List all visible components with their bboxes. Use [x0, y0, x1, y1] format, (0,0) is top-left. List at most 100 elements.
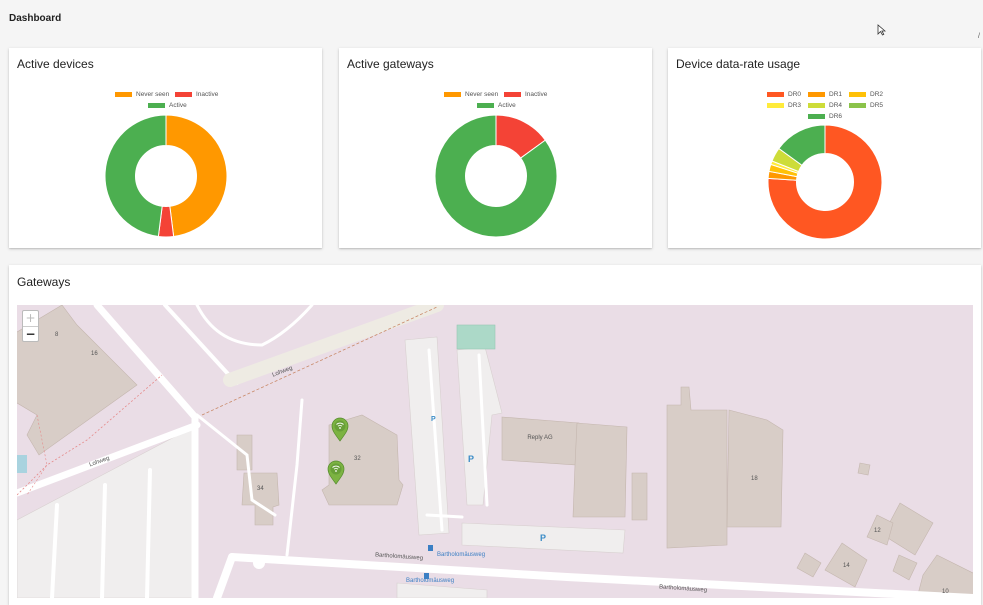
- legend-item-dr4[interactable]: DR4: [808, 102, 842, 109]
- active-devices-card: Active devices Never seen Inactive Activ…: [9, 48, 322, 248]
- legend-item-inactive[interactable]: Inactive: [504, 91, 547, 98]
- bus-stop-icon: [424, 573, 429, 579]
- legend-item-active[interactable]: Active: [477, 102, 516, 109]
- legend-label: DR3: [788, 102, 802, 109]
- legend-swatch: [849, 92, 866, 97]
- map-building: [572, 422, 628, 518]
- zoom-out-button[interactable]: −: [25, 327, 36, 341]
- legend-swatch: [767, 92, 784, 97]
- map-road: [100, 483, 107, 598]
- donut-slice-dr6[interactable]: [778, 124, 826, 166]
- legend-swatch: [504, 92, 521, 97]
- legend-label: DR2: [870, 91, 884, 98]
- active-gateways-card: Active gateways Never seen Inactive Acti…: [339, 48, 652, 248]
- active-gateways-donut: [434, 114, 558, 238]
- map-road: [163, 305, 239, 385]
- map-building: [916, 554, 973, 598]
- bus-stop-label: Bartholomäusweg: [437, 552, 486, 558]
- parking-label: P: [540, 533, 547, 543]
- zoom-in-button[interactable]: +: [23, 311, 38, 327]
- legend-label: Inactive: [525, 91, 548, 98]
- house-number: 10: [942, 589, 949, 595]
- data-rate-donut: [767, 124, 883, 240]
- legend-swatch: [148, 103, 165, 108]
- bus-stop-label: Bartholomäusweg: [406, 578, 455, 584]
- card-title: Device data-rate usage: [676, 57, 801, 71]
- map-green-area: [456, 324, 496, 350]
- map-building: [892, 554, 918, 581]
- map-building: [241, 472, 280, 526]
- legend-item-dr1[interactable]: DR1: [808, 91, 842, 98]
- map-rail: [201, 306, 438, 416]
- house-number: 8: [55, 332, 59, 338]
- chart-legend: Never seen Inactive Active: [9, 48, 322, 118]
- legend-item-dr2[interactable]: DR2: [849, 91, 883, 98]
- house-number: 34: [257, 486, 264, 492]
- donut-slice-dr0[interactable]: [767, 124, 883, 240]
- map-road: [17, 421, 201, 497]
- legend-item-never-seen[interactable]: Never seen: [444, 91, 498, 98]
- legend-item-dr0[interactable]: DR0: [767, 91, 801, 98]
- legend-swatch: [477, 103, 494, 108]
- map-building: [857, 462, 871, 476]
- gateway-marker: [327, 460, 345, 485]
- map-road: [195, 413, 277, 517]
- map-parking-area: [396, 582, 488, 598]
- chart-legend: Never seen Inactive Active: [339, 48, 652, 118]
- legend-item-dr3[interactable]: DR3: [767, 102, 801, 109]
- legend-item-inactive[interactable]: Inactive: [175, 91, 218, 98]
- donut-slice-never-seen[interactable]: [165, 114, 228, 238]
- legend-label: DR6: [829, 113, 843, 120]
- map-building: [17, 305, 138, 456]
- house-number: 18: [751, 476, 758, 482]
- map-building: [631, 472, 648, 521]
- house-number: 16: [91, 351, 98, 357]
- map-parking-area: [404, 336, 450, 536]
- map-road: [427, 348, 444, 532]
- house-number: 12: [874, 528, 881, 534]
- map-canvas[interactable]: [17, 305, 973, 598]
- gateway-marker: [331, 417, 349, 442]
- page-title: Dashboard: [9, 13, 62, 24]
- donut-slice-active[interactable]: [104, 114, 167, 238]
- map-building: [824, 542, 868, 588]
- legend-item-dr6[interactable]: DR6: [808, 113, 842, 120]
- map-water-area: [17, 455, 27, 473]
- legend-swatch: [115, 92, 132, 97]
- legend-label: DR0: [788, 91, 802, 98]
- bus-stop-icon: [428, 545, 433, 551]
- legend-label: Never seen: [136, 91, 170, 98]
- gateways-map[interactable]: Lohweg Lohweg Bartholomäusweg Bartholomä…: [17, 305, 973, 598]
- map-building: [866, 514, 894, 546]
- map-parking-area: [461, 522, 626, 554]
- map-boundary: [26, 414, 48, 496]
- legend-label: Active: [169, 102, 187, 109]
- chart-legend: DR0 DR1 DR2 DR3 DR4 DR5 DR6: [668, 48, 981, 123]
- legend-item-never-seen[interactable]: Never seen: [115, 91, 169, 98]
- card-title: Active gateways: [347, 57, 434, 71]
- legend-item-active[interactable]: Active: [148, 102, 187, 109]
- legend-label: DR1: [829, 91, 843, 98]
- map-zoom-control: + −: [22, 310, 39, 342]
- donut-slice-active[interactable]: [434, 114, 558, 238]
- legend-label: DR5: [870, 102, 884, 109]
- map-road-lohweg: [223, 305, 444, 387]
- legend-swatch: [849, 103, 866, 108]
- building-label: Reply AG: [527, 435, 553, 441]
- card-title: Gateways: [17, 275, 71, 289]
- active-devices-donut: [104, 114, 228, 238]
- legend-swatch: [808, 114, 825, 119]
- legend-label: Inactive: [196, 91, 219, 98]
- map-road: [477, 353, 489, 507]
- map-parking-area: [17, 424, 198, 598]
- legend-item-dr5[interactable]: DR5: [849, 102, 883, 109]
- resize-mark: /: [978, 33, 980, 40]
- map-road: [425, 513, 464, 519]
- map-building: [726, 409, 784, 528]
- map-road: [195, 305, 314, 347]
- parking-label: P: [431, 416, 436, 423]
- map-roundabout: [253, 557, 265, 569]
- map-boundary: [17, 374, 163, 496]
- legend-swatch: [444, 92, 461, 97]
- parking-label: P: [468, 454, 475, 464]
